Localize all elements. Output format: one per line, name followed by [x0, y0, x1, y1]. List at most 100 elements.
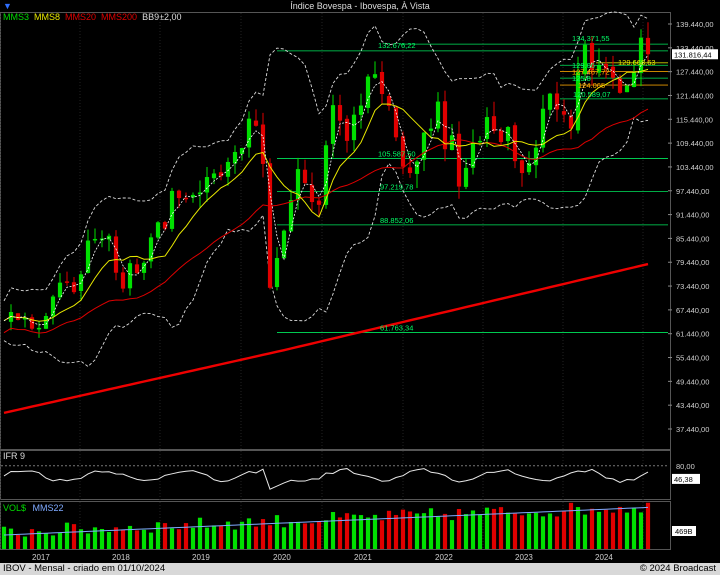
candle [470, 142, 476, 168]
volume-bar [64, 522, 70, 549]
price-axis-label: 49.440,00 [676, 377, 709, 386]
mms200-line [3, 262, 649, 415]
candle [547, 93, 553, 110]
candle [554, 93, 560, 110]
candle [148, 237, 154, 262]
price-axis-label: 85.440,00 [676, 234, 709, 243]
price-level-label: 129.668,63 [618, 58, 656, 67]
price-axis-label: 127.440,00 [676, 68, 714, 77]
price-axis-label: 61.440,00 [676, 330, 709, 339]
volume-bar [225, 521, 231, 549]
price-level-label: 129.06 [572, 61, 595, 70]
legend-mms8[interactable]: MMS8 [34, 12, 61, 22]
price-axis-label: 133.440,00 [676, 44, 714, 53]
volume-bar [582, 514, 588, 549]
year-label: 2023 [515, 553, 533, 562]
legend-bollinger[interactable]: BB9±2,00 [142, 12, 182, 22]
volume-bar [218, 525, 224, 549]
volume-bar [624, 512, 630, 549]
volume-bar [8, 528, 14, 549]
candle [477, 140, 483, 143]
last-price-label: 131.816,44 [674, 50, 712, 59]
mms20-line [3, 108, 649, 334]
volume-bar [365, 517, 371, 549]
volume-bar [15, 534, 21, 549]
price-chart[interactable]: 134.371,55132.676,22129.668,63129.06127.… [0, 0, 720, 563]
volume-bar [281, 527, 287, 549]
price-axis-label: 115.440,00 [676, 115, 713, 124]
volume-bar [442, 513, 448, 549]
candle [43, 315, 49, 329]
volume-bar [309, 523, 315, 549]
chart-title: Índice Bovespa - Ibovespa, À Vista [290, 1, 430, 11]
mms8-line [3, 68, 649, 322]
volume-bar [393, 514, 399, 549]
candle [344, 118, 350, 141]
volume-bar [302, 523, 308, 549]
legend-mms200[interactable]: MMS200 [101, 12, 138, 22]
volume-bar [568, 502, 574, 549]
candle [288, 200, 294, 232]
candle [309, 184, 315, 203]
volume-bar [267, 525, 273, 549]
legend-mms20[interactable]: MMS20 [65, 12, 97, 22]
legend-mms3[interactable]: MMS3 [3, 12, 30, 22]
volume-bar [43, 533, 49, 549]
volume-bar [211, 525, 217, 549]
volume-ma-label: MMS22 [32, 503, 64, 513]
year-label: 2019 [192, 553, 210, 562]
bollinger-lower-band [3, 116, 649, 368]
price-level-label: 132.676,22 [378, 41, 416, 50]
price-level-label: 61.763,34 [380, 323, 413, 332]
volume-bar [253, 526, 259, 549]
price-axis-label: 73.440,00 [676, 282, 709, 291]
volume-bar [197, 517, 203, 549]
price-level-label: 127.467,72 [572, 68, 610, 77]
volume-bar [50, 535, 56, 549]
candle [498, 130, 504, 143]
candle [29, 317, 35, 329]
candle [267, 163, 273, 288]
candle [358, 105, 364, 115]
candle [120, 272, 126, 289]
volume-bar [526, 513, 532, 549]
volume-bar [449, 520, 455, 549]
candle [372, 74, 378, 78]
chart-info: IBOV - Mensal - criado em 01/10/2024 [3, 563, 166, 574]
candle [260, 124, 266, 164]
candle [603, 63, 609, 70]
window-title-bar: ▼ Índice Bovespa - Ibovespa, À Vista [0, 0, 720, 12]
price-level-label: 88.852,06 [380, 216, 413, 225]
volume-bar [477, 514, 483, 549]
candle [589, 42, 595, 71]
mms3-line [3, 54, 649, 326]
candle [50, 296, 56, 317]
volume-bar [295, 521, 301, 549]
volume-ma-line [3, 506, 649, 536]
candle [428, 128, 434, 131]
year-label: 2022 [435, 553, 453, 562]
volume-bar [176, 529, 182, 549]
price-axis-label: 97.440,00 [676, 187, 709, 196]
indicator-legend: MMS3 MMS8 MMS20 MMS200 BB9±2,00 [3, 12, 187, 23]
candle [253, 120, 259, 126]
volume-bar [540, 516, 546, 549]
volume-bar [505, 512, 511, 549]
volume-bar [519, 515, 525, 549]
volume-bar [106, 531, 112, 549]
volume-bar [232, 529, 238, 549]
candle [414, 161, 420, 174]
candle [162, 222, 168, 229]
candle [64, 281, 70, 283]
ifr-level-label: 80,00 [676, 462, 695, 471]
volume-current-box [672, 526, 696, 536]
status-bar: IBOV - Mensal - criado em 01/10/2024 © 2… [0, 563, 720, 575]
candle [421, 132, 427, 160]
volume-bar [645, 502, 651, 549]
volume-bar [183, 523, 189, 549]
ifr-panel-title: IFR 9 [3, 451, 26, 461]
copyright: © 2024 Broadcast [639, 563, 716, 574]
volume-bar [512, 513, 518, 549]
price-level-label: 124.065 [578, 81, 605, 90]
dropdown-arrow-icon[interactable]: ▼ [3, 1, 12, 11]
